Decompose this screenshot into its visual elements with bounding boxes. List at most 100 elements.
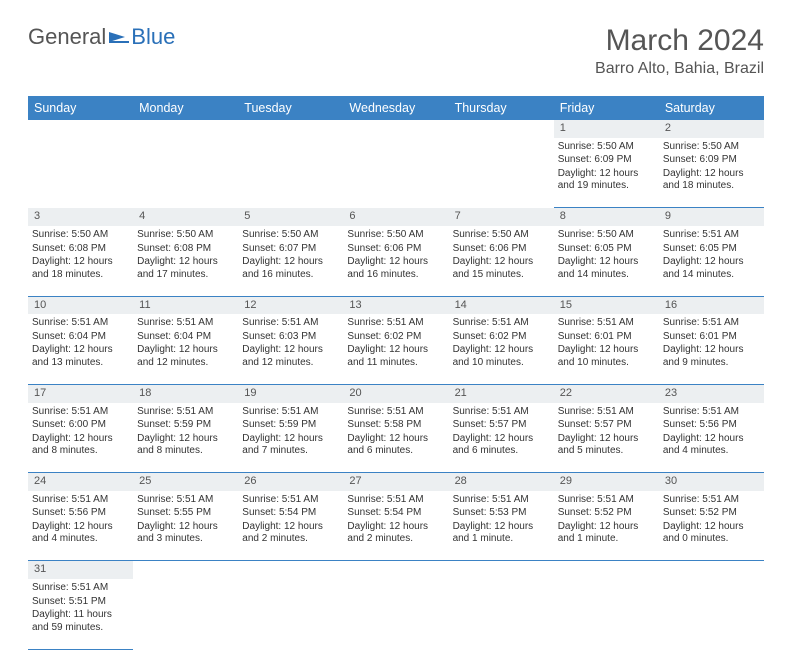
daylight-text: Daylight: 12 hours and 6 minutes. (347, 433, 444, 458)
day-cell: Sunrise: 5:51 AMSunset: 5:56 PMDaylight:… (659, 403, 764, 473)
day-number (343, 561, 448, 579)
daylight-text: Daylight: 12 hours and 0 minutes. (663, 521, 760, 546)
sunset-text: Sunset: 6:00 PM (32, 419, 129, 432)
sunset-text: Sunset: 6:04 PM (137, 331, 234, 344)
sunrise-text: Sunrise: 5:50 AM (32, 229, 129, 242)
sunrise-text: Sunrise: 5:51 AM (32, 494, 129, 507)
daylight-text: Daylight: 12 hours and 10 minutes. (558, 344, 655, 369)
day-cell: Sunrise: 5:51 AMSunset: 5:52 PMDaylight:… (659, 491, 764, 561)
daylight-text: Daylight: 12 hours and 18 minutes. (663, 168, 760, 193)
sunrise-text: Sunrise: 5:51 AM (242, 494, 339, 507)
day-header: Sunday (28, 96, 133, 120)
daylight-text: Daylight: 12 hours and 1 minute. (453, 521, 550, 546)
day-number: 19 (238, 384, 343, 402)
day-cell: Sunrise: 5:51 AMSunset: 6:05 PMDaylight:… (659, 226, 764, 296)
day-number (449, 120, 554, 138)
sunrise-text: Sunrise: 5:51 AM (663, 317, 760, 330)
logo-general: General (28, 24, 106, 50)
day-cell: Sunrise: 5:50 AMSunset: 6:09 PMDaylight:… (554, 138, 659, 208)
page-title: March 2024 (595, 24, 764, 58)
sunset-text: Sunset: 6:02 PM (347, 331, 444, 344)
day-number: 20 (343, 384, 448, 402)
day-cell: Sunrise: 5:51 AMSunset: 5:52 PMDaylight:… (554, 491, 659, 561)
sunrise-text: Sunrise: 5:50 AM (558, 141, 655, 154)
sunrise-text: Sunrise: 5:50 AM (663, 141, 760, 154)
sunset-text: Sunset: 6:06 PM (453, 243, 550, 256)
sunset-text: Sunset: 5:54 PM (347, 507, 444, 520)
day-number: 6 (343, 208, 448, 226)
sunset-text: Sunset: 5:53 PM (453, 507, 550, 520)
sunset-text: Sunset: 6:03 PM (242, 331, 339, 344)
day-number (28, 120, 133, 138)
day-header: Saturday (659, 96, 764, 120)
day-cell (449, 138, 554, 208)
day-number: 25 (133, 473, 238, 491)
day-number: 21 (449, 384, 554, 402)
day-cell: Sunrise: 5:50 AMSunset: 6:08 PMDaylight:… (133, 226, 238, 296)
day-header: Tuesday (238, 96, 343, 120)
sunrise-text: Sunrise: 5:51 AM (32, 582, 129, 595)
sunrise-text: Sunrise: 5:51 AM (663, 406, 760, 419)
detail-row: Sunrise: 5:50 AMSunset: 6:08 PMDaylight:… (28, 226, 764, 296)
daylight-text: Daylight: 12 hours and 14 minutes. (663, 256, 760, 281)
day-cell: Sunrise: 5:51 AMSunset: 6:01 PMDaylight:… (659, 314, 764, 384)
sunset-text: Sunset: 6:08 PM (32, 243, 129, 256)
sunset-text: Sunset: 6:06 PM (347, 243, 444, 256)
sunset-text: Sunset: 5:55 PM (137, 507, 234, 520)
daylight-text: Daylight: 12 hours and 10 minutes. (453, 344, 550, 369)
sunset-text: Sunset: 6:02 PM (453, 331, 550, 344)
header-right: March 2024 Barro Alto, Bahia, Brazil (595, 24, 764, 78)
day-number (133, 561, 238, 579)
sunset-text: Sunset: 5:57 PM (453, 419, 550, 432)
sunset-text: Sunset: 6:08 PM (137, 243, 234, 256)
day-header: Wednesday (343, 96, 448, 120)
day-number (449, 561, 554, 579)
day-cell: Sunrise: 5:50 AMSunset: 6:06 PMDaylight:… (449, 226, 554, 296)
day-cell (238, 138, 343, 208)
daylight-text: Daylight: 12 hours and 4 minutes. (32, 521, 129, 546)
daylight-text: Daylight: 12 hours and 16 minutes. (242, 256, 339, 281)
day-cell: Sunrise: 5:51 AMSunset: 5:58 PMDaylight:… (343, 403, 448, 473)
logo-blue: Blue (131, 24, 175, 50)
sunrise-text: Sunrise: 5:51 AM (137, 406, 234, 419)
sunrise-text: Sunrise: 5:51 AM (453, 317, 550, 330)
sunrise-text: Sunrise: 5:51 AM (347, 494, 444, 507)
detail-row: Sunrise: 5:51 AMSunset: 6:00 PMDaylight:… (28, 403, 764, 473)
day-header: Thursday (449, 96, 554, 120)
daylight-text: Daylight: 12 hours and 19 minutes. (558, 168, 655, 193)
day-number: 5 (238, 208, 343, 226)
day-number: 2 (659, 120, 764, 138)
day-cell: Sunrise: 5:51 AMSunset: 5:59 PMDaylight:… (133, 403, 238, 473)
daylight-text: Daylight: 12 hours and 15 minutes. (453, 256, 550, 281)
sunset-text: Sunset: 5:54 PM (242, 507, 339, 520)
day-cell: Sunrise: 5:50 AMSunset: 6:05 PMDaylight:… (554, 226, 659, 296)
sunset-text: Sunset: 6:09 PM (663, 154, 760, 167)
day-number: 26 (238, 473, 343, 491)
day-number: 24 (28, 473, 133, 491)
day-header: Monday (133, 96, 238, 120)
day-cell: Sunrise: 5:51 AMSunset: 5:57 PMDaylight:… (449, 403, 554, 473)
sunrise-text: Sunrise: 5:51 AM (453, 494, 550, 507)
detail-row: Sunrise: 5:51 AMSunset: 5:51 PMDaylight:… (28, 579, 764, 649)
day-cell: Sunrise: 5:51 AMSunset: 6:04 PMDaylight:… (28, 314, 133, 384)
day-cell: Sunrise: 5:51 AMSunset: 6:02 PMDaylight:… (343, 314, 448, 384)
day-cell: Sunrise: 5:51 AMSunset: 5:54 PMDaylight:… (238, 491, 343, 561)
detail-row: Sunrise: 5:50 AMSunset: 6:09 PMDaylight:… (28, 138, 764, 208)
sunrise-text: Sunrise: 5:50 AM (137, 229, 234, 242)
day-number: 17 (28, 384, 133, 402)
day-number: 4 (133, 208, 238, 226)
day-number: 28 (449, 473, 554, 491)
sunrise-text: Sunrise: 5:50 AM (558, 229, 655, 242)
daylight-text: Daylight: 12 hours and 6 minutes. (453, 433, 550, 458)
sunrise-text: Sunrise: 5:51 AM (453, 406, 550, 419)
daynum-row: 31 (28, 561, 764, 579)
day-cell: Sunrise: 5:51 AMSunset: 6:04 PMDaylight:… (133, 314, 238, 384)
daylight-text: Daylight: 12 hours and 17 minutes. (137, 256, 234, 281)
daylight-text: Daylight: 12 hours and 8 minutes. (32, 433, 129, 458)
daylight-text: Daylight: 12 hours and 8 minutes. (137, 433, 234, 458)
daylight-text: Daylight: 12 hours and 18 minutes. (32, 256, 129, 281)
sunrise-text: Sunrise: 5:50 AM (453, 229, 550, 242)
day-number (238, 561, 343, 579)
daylight-text: Daylight: 12 hours and 11 minutes. (347, 344, 444, 369)
sunset-text: Sunset: 6:04 PM (32, 331, 129, 344)
